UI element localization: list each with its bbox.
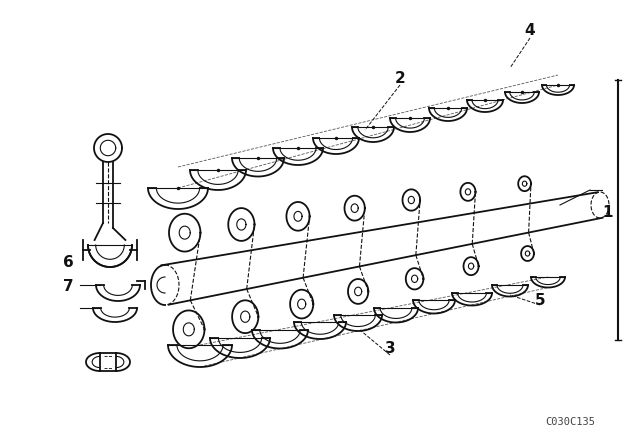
Text: 2: 2 — [395, 70, 405, 86]
Text: 3: 3 — [385, 340, 396, 356]
Text: C030C135: C030C135 — [545, 417, 595, 427]
Text: 6: 6 — [63, 254, 74, 270]
Text: 7: 7 — [63, 279, 74, 293]
Text: 1: 1 — [603, 204, 613, 220]
Text: 5: 5 — [534, 293, 545, 307]
Text: 4: 4 — [525, 22, 535, 38]
